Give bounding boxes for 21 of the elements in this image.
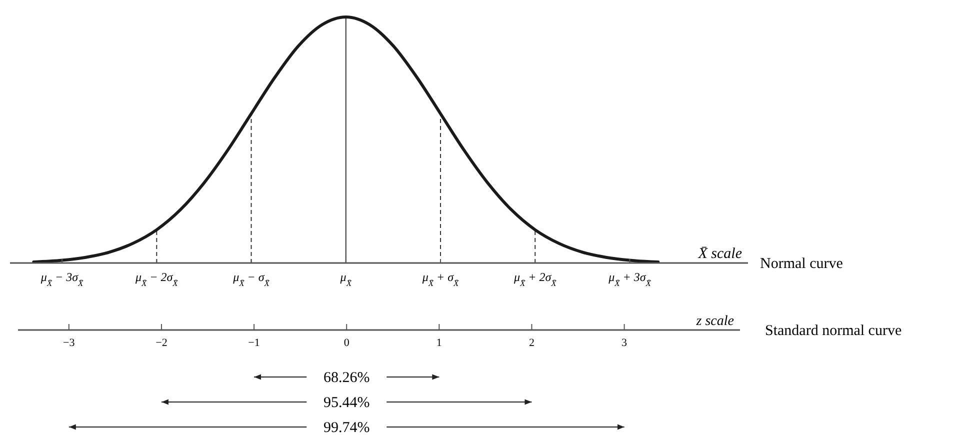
x-axis-title: X̄ scale (697, 246, 742, 262)
x2-tick-label: 1 (436, 337, 442, 349)
x-tick-label: μ$_{X̄}$ + 2σ$_{X̄}$ (512, 270, 558, 288)
x2-tick-label: 2 (528, 337, 534, 349)
x2-tick-label: −1 (248, 337, 260, 349)
text: Normal curve (760, 256, 844, 272)
x-tick-label: μ$_{X̄}$ − 2σ$_{X̄}$ (134, 270, 179, 288)
x-tick-label: μ$_{X̄}$ (339, 270, 352, 288)
x2-tick-label: −2 (156, 337, 168, 349)
text: 95.44% (323, 395, 370, 411)
text: Standard normal curve (765, 323, 902, 339)
x-tick-label: μ$_{X̄}$ + σ$_{X̄}$ (421, 270, 460, 288)
text: 68.26% (323, 370, 370, 386)
x-tick-label: μ$_{X̄}$ − 3σ$_{X̄}$ (40, 270, 84, 288)
x2-tick-label: 0 (344, 337, 350, 349)
x2-axis-title: z scale (695, 314, 734, 329)
x-tick-label: μ$_{X̄}$ − σ$_{X̄}$ (232, 270, 270, 288)
x2-tick-label: −3 (63, 337, 76, 349)
text: 99.74% (323, 420, 370, 435)
x-tick-label: μ$_{X̄}$ + 3σ$_{X̄}$ (608, 270, 652, 288)
x2-tick-label: 3 (622, 337, 628, 349)
